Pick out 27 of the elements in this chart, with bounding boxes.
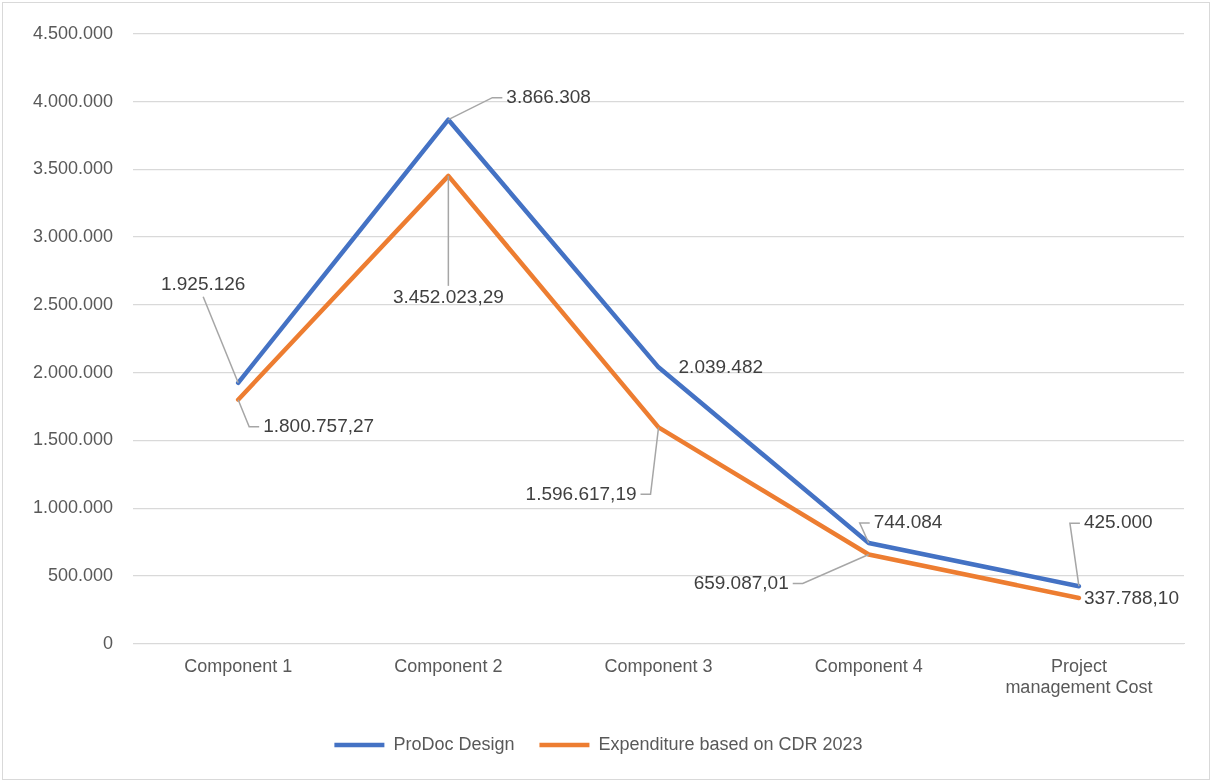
y-tick-label: 0 (103, 632, 114, 653)
data-label: 3.866.308 (506, 85, 591, 107)
data-label: 1.596.617,19 (525, 482, 637, 504)
x-tick-label: Component 4 (814, 655, 923, 676)
data-label: 659.087,01 (693, 571, 789, 593)
x-tick-label: Component 3 (604, 655, 713, 676)
y-tick-label: 3.500.000 (33, 158, 114, 179)
y-tick-label: 500.000 (48, 564, 114, 585)
x-tick-label: Project management Cost (1005, 655, 1153, 698)
x-tick-label: Component 1 (184, 655, 293, 676)
y-tick-label: 2.000.000 (33, 361, 114, 382)
data-label: 2.039.482 (678, 355, 764, 377)
data-label: 3.452.023,29 (392, 286, 504, 308)
y-tick-label: 3.000.000 (33, 226, 114, 247)
y-tick-label: 4.500.000 (33, 22, 114, 43)
data-label: 744.084 (873, 511, 943, 533)
data-label: 425.000 (1083, 511, 1153, 533)
legend-label: ProDoc Design (393, 733, 515, 754)
y-tick-label: 2.500.000 (33, 293, 114, 314)
data-label: 1.800.757,27 (263, 414, 375, 436)
data-label: 1.925.126 (160, 273, 246, 295)
y-tick-label: 1.000.000 (33, 497, 114, 518)
legend-label: Expenditure based on CDR 2023 (598, 733, 863, 754)
y-tick-label: 1.500.000 (33, 429, 114, 450)
data-label: 337.788,10 (1083, 587, 1179, 609)
x-tick-label: Component 2 (394, 655, 503, 676)
y-tick-label: 4.000.000 (33, 90, 114, 111)
